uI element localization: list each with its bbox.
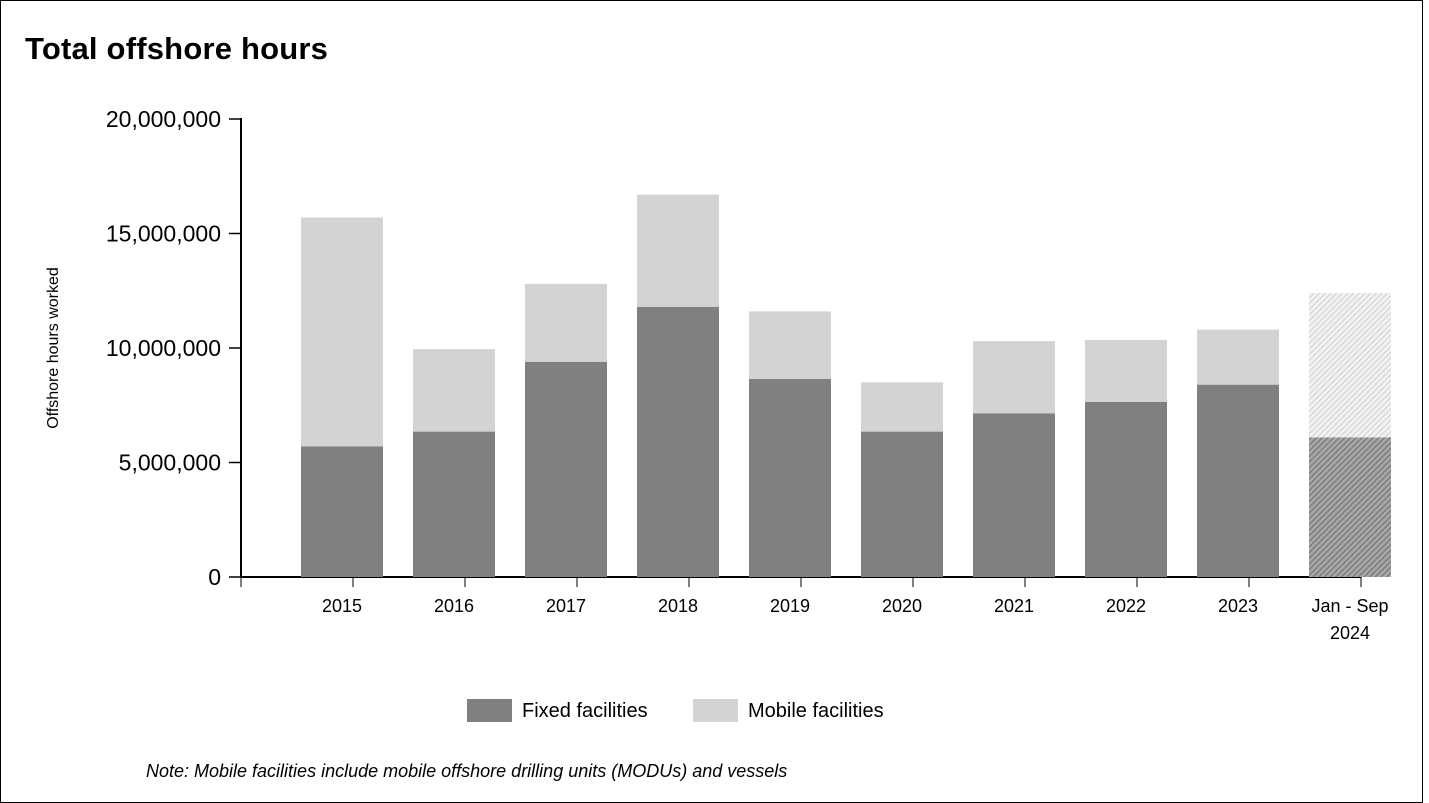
legend-swatch xyxy=(467,699,512,722)
bar-mobile-facilities xyxy=(1197,329,1279,385)
bar-fixed-facilities xyxy=(1309,437,1391,577)
y-axis-label: Offshore hours worked xyxy=(45,267,62,429)
bar-fixed-facilities xyxy=(861,431,943,577)
bar-mobile-facilities xyxy=(525,283,607,362)
bar-fixed-facilities xyxy=(1085,401,1167,577)
x-tick-label: 2020 xyxy=(882,596,922,616)
x-tick-label: Jan - Sep xyxy=(1311,596,1388,616)
x-tick-label: 2022 xyxy=(1106,596,1146,616)
bar-fixed-facilities xyxy=(413,431,495,577)
legend-label: Fixed facilities xyxy=(522,700,648,722)
bar-mobile-facilities xyxy=(861,382,943,432)
x-tick-label: 2015 xyxy=(322,596,362,616)
x-tick-label: 2018 xyxy=(658,596,698,616)
legend-label: Mobile facilities xyxy=(748,700,884,722)
bar-mobile-facilities xyxy=(1309,293,1391,438)
bar-mobile-facilities xyxy=(973,341,1055,414)
y-tick-label: 0 xyxy=(208,564,221,590)
bar-fixed-facilities xyxy=(973,413,1055,577)
bar-mobile-facilities xyxy=(413,349,495,432)
bar-mobile-facilities xyxy=(749,311,831,379)
y-tick-label: 10,000,000 xyxy=(106,335,221,361)
bar-fixed-facilities xyxy=(301,446,383,577)
y-tick-label: 15,000,000 xyxy=(106,221,221,247)
x-tick-label: 2016 xyxy=(434,596,474,616)
bar-fixed-facilities xyxy=(1197,384,1279,577)
y-tick-label: 5,000,000 xyxy=(119,450,221,476)
bar-mobile-facilities xyxy=(1085,339,1167,402)
bar-mobile-facilities xyxy=(637,194,719,307)
y-tick-label: 20,000,000 xyxy=(106,106,221,132)
bar-fixed-facilities xyxy=(749,378,831,577)
x-tick-label: 2017 xyxy=(546,596,586,616)
x-tick-label: 2021 xyxy=(994,596,1034,616)
bar-fixed-facilities xyxy=(525,361,607,577)
legend-swatch xyxy=(693,699,738,722)
x-tick-label: 2019 xyxy=(770,596,810,616)
chart-title: Total offshore hours xyxy=(25,31,329,66)
chart-note: Note: Mobile facilities include mobile o… xyxy=(146,761,788,781)
x-tick-label: 2023 xyxy=(1218,596,1258,616)
bar-mobile-facilities xyxy=(301,217,383,447)
x-tick-label: 2024 xyxy=(1330,623,1370,643)
bar-fixed-facilities xyxy=(637,306,719,577)
